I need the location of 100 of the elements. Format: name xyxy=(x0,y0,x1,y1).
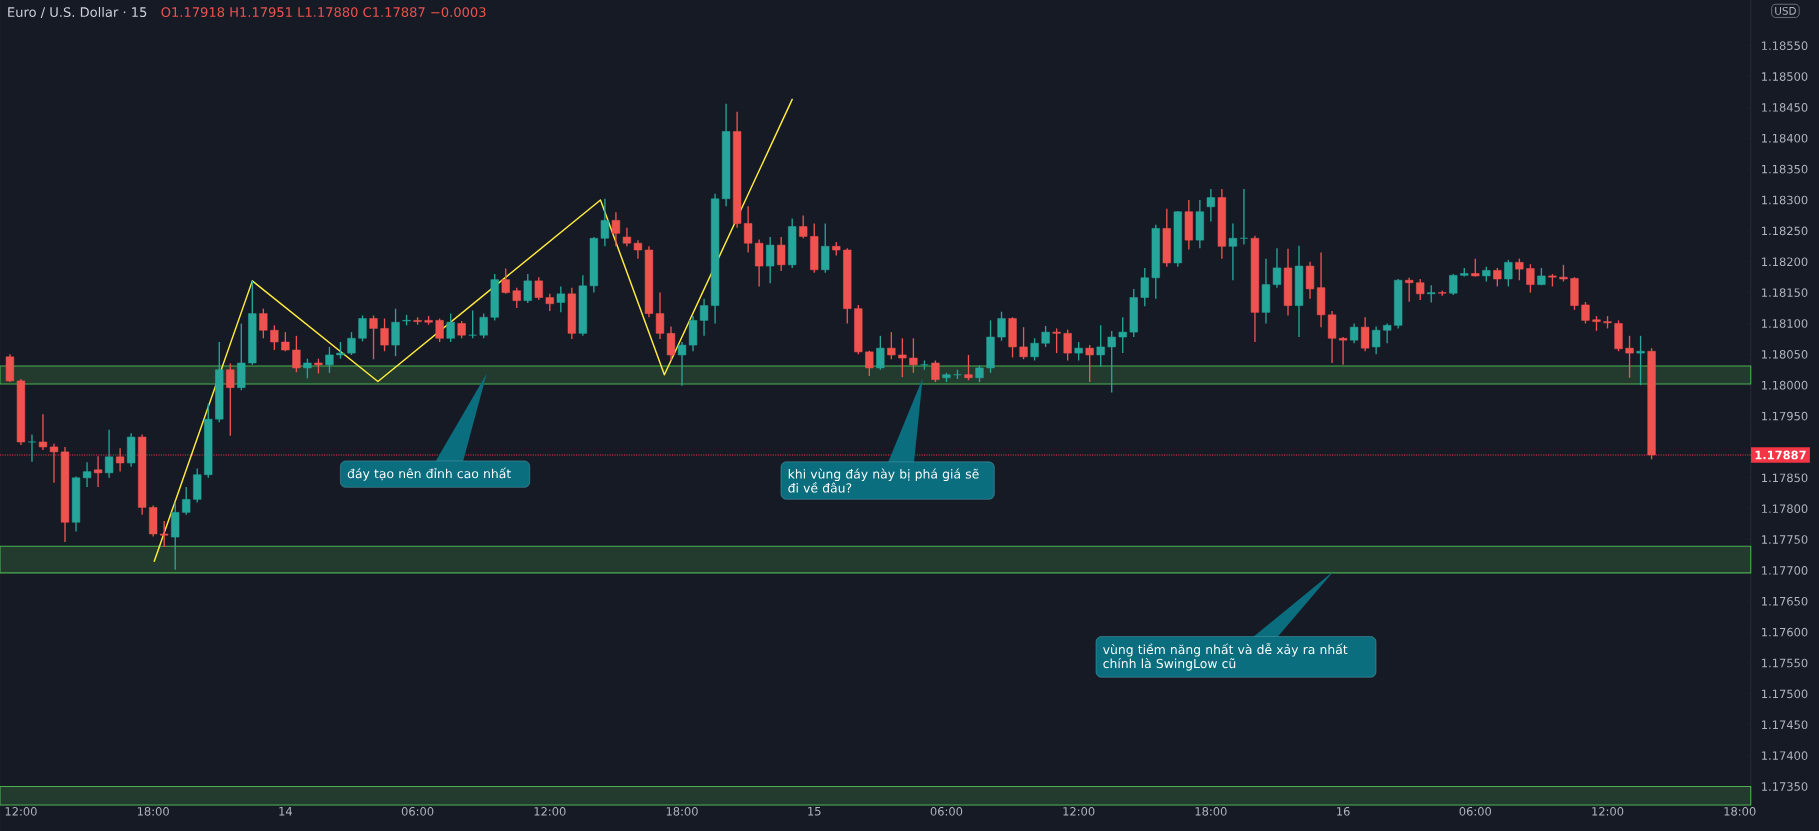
candlestick xyxy=(1493,267,1502,288)
candlestick xyxy=(1405,277,1414,303)
candlestick xyxy=(997,311,1006,342)
x-tick-label: 18:00 xyxy=(137,807,169,816)
candlestick xyxy=(446,312,455,343)
candlestick xyxy=(622,227,632,247)
candlestick xyxy=(182,486,191,516)
candlestick xyxy=(1361,316,1370,352)
candlestick xyxy=(1526,263,1535,294)
x-tick-label: 14 xyxy=(279,807,293,816)
candlestick xyxy=(1416,278,1425,301)
candlestick xyxy=(1063,328,1072,362)
candlestick xyxy=(1338,336,1348,366)
candlestick xyxy=(270,324,279,351)
y-tick-label: 1.18050 xyxy=(1762,350,1808,359)
x-tick-label: 15 xyxy=(808,807,821,816)
candlestick xyxy=(369,314,378,360)
candlestick xyxy=(755,238,764,288)
y-tick-label: 1.17850 xyxy=(1762,473,1808,483)
candlestick xyxy=(534,276,543,301)
candlestick xyxy=(744,205,753,254)
candlestick xyxy=(931,359,940,383)
x-tick-label: 18:00 xyxy=(1195,807,1227,816)
candlestick xyxy=(435,317,444,343)
candlestick xyxy=(523,273,532,304)
candlestick xyxy=(347,331,356,356)
candlestick xyxy=(699,298,709,337)
candlestick xyxy=(898,337,907,378)
candlestick xyxy=(82,461,92,488)
annotation: vùng tiềm năng nhất và dễ xảy ra nhất chính là SwingLow cũ xyxy=(1103,643,1348,671)
candlestick xyxy=(777,236,786,272)
candlestick xyxy=(1206,188,1215,223)
candlestick xyxy=(1074,341,1083,362)
y-tick-label: 1.17650 xyxy=(1762,596,1808,606)
y-tick-label: 1.18500 xyxy=(1762,72,1808,81)
y-tick-label: 1.18450 xyxy=(1762,103,1808,112)
y-tick-label: 1.17400 xyxy=(1762,751,1808,760)
candlestick xyxy=(1625,335,1634,379)
y-tick-label: 1.18150 xyxy=(1762,288,1808,297)
candlestick xyxy=(655,291,665,340)
candlestick xyxy=(1019,326,1028,360)
candlestick xyxy=(1372,325,1381,355)
candlestick xyxy=(611,211,621,247)
y-tick-label: 1.17800 xyxy=(1762,504,1808,514)
candlestick xyxy=(380,317,389,352)
candlestick xyxy=(964,354,973,381)
x-tick-label: 06:00 xyxy=(930,807,963,816)
x-tick-label: 18:00 xyxy=(666,807,698,816)
candlestick xyxy=(1118,316,1127,354)
candlestick xyxy=(1041,325,1050,348)
chart-title: Euro / U.S. Dollar · 15 xyxy=(8,6,147,19)
candlestick xyxy=(1096,324,1105,368)
candlestick xyxy=(1085,344,1094,383)
y-tick-label: 1.17550 xyxy=(1762,658,1808,668)
y-tick-label: 1.17450 xyxy=(1762,720,1808,730)
candlestick xyxy=(49,443,59,484)
candlestick xyxy=(865,349,874,377)
y-tick-label: 1.18000 xyxy=(1762,380,1808,390)
y-tick-label: 1.17750 xyxy=(1762,535,1808,544)
candlestick xyxy=(766,236,775,285)
candlestick xyxy=(1239,188,1249,246)
ref-line-label: 1.17887 xyxy=(1755,450,1806,460)
y-tick-label: 1.17600 xyxy=(1762,627,1808,637)
y-tick-label: 1.17950 xyxy=(1762,411,1808,421)
y-tick-label: 1.18350 xyxy=(1762,164,1808,174)
candlestick xyxy=(259,307,268,339)
candlestick xyxy=(1305,261,1315,300)
candlestick xyxy=(1383,322,1392,344)
candlestick xyxy=(325,346,334,374)
x-tick-label: 12:00 xyxy=(534,807,566,816)
candlestick xyxy=(1052,327,1061,354)
candlestick xyxy=(104,428,114,479)
candlestick xyxy=(391,307,400,357)
candlestick xyxy=(633,239,643,260)
y-tick-label: 1.18400 xyxy=(1762,133,1808,143)
candlestick xyxy=(677,341,687,387)
candlestick xyxy=(27,433,37,463)
y-tick-label: 1.18300 xyxy=(1762,195,1808,205)
candlestick xyxy=(1140,267,1149,307)
x-tick-label: 06:00 xyxy=(1459,807,1492,816)
candlestick xyxy=(1515,257,1524,281)
candlestick xyxy=(1327,310,1337,364)
y-tick-label: 1.18200 xyxy=(1762,257,1808,267)
y-axis-title: USD xyxy=(1775,6,1796,15)
candlestick xyxy=(666,325,676,362)
candlestick xyxy=(1449,273,1458,296)
candlestick xyxy=(115,447,125,473)
x-tick-label: 06:00 xyxy=(401,807,434,816)
candlestick xyxy=(1272,247,1282,289)
annotation: khi vùng đáy này bị phá giá sẽ đi về đâu? xyxy=(788,468,979,493)
chart-subtitle: O1.17918 H1.17951 L1.17880 C1.17887 −0.0003 xyxy=(161,7,486,18)
candlestick xyxy=(226,362,235,437)
candlestick xyxy=(799,214,808,239)
x-tick-label: 12:00 xyxy=(1063,807,1095,816)
candlestick xyxy=(1030,337,1039,362)
candlestick xyxy=(38,413,48,451)
y-tick-label: 1.17500 xyxy=(1762,689,1808,699)
candlestick xyxy=(600,198,610,247)
candlestick xyxy=(1228,222,1238,281)
candlestick xyxy=(876,335,885,371)
